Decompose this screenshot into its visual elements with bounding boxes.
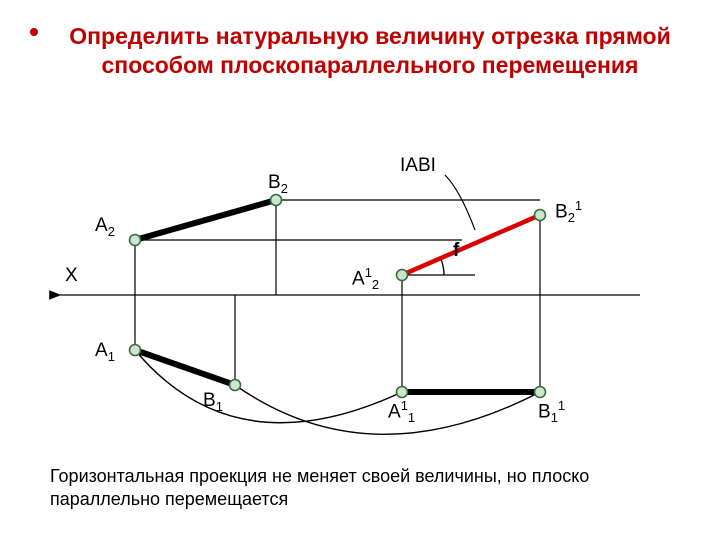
- pt-A1: [130, 345, 141, 356]
- pt-A2: [130, 235, 141, 246]
- lbl-A1: А1: [95, 340, 115, 364]
- pt-A12: [397, 270, 408, 281]
- lbl-B11: В11: [538, 398, 565, 425]
- footer-text: Горизонтальная проекция не меняет своей …: [50, 465, 670, 512]
- iabi-pointer: [445, 175, 475, 230]
- pt-B21: [535, 210, 546, 221]
- lbl-A12: А12: [352, 265, 379, 292]
- seg-A2B2: [135, 200, 276, 240]
- lbl-A2: А2: [95, 215, 115, 239]
- x-axis-label: Х: [65, 265, 78, 287]
- lbl-B21: В21: [555, 198, 582, 225]
- slide: Определить натуральную величину отрезка …: [0, 0, 720, 540]
- lbl-B2: В2: [268, 172, 288, 196]
- lbl-B1: В1: [203, 390, 223, 414]
- lbl-f: f: [453, 240, 459, 262]
- pt-A11: [397, 387, 408, 398]
- pt-B1: [230, 380, 241, 391]
- lbl-iabi: IАВI: [400, 155, 436, 177]
- seg-A12B21: [402, 215, 540, 275]
- pt-B2: [271, 195, 282, 206]
- lbl-A11: А11: [388, 398, 415, 425]
- pt-B11: [535, 387, 546, 398]
